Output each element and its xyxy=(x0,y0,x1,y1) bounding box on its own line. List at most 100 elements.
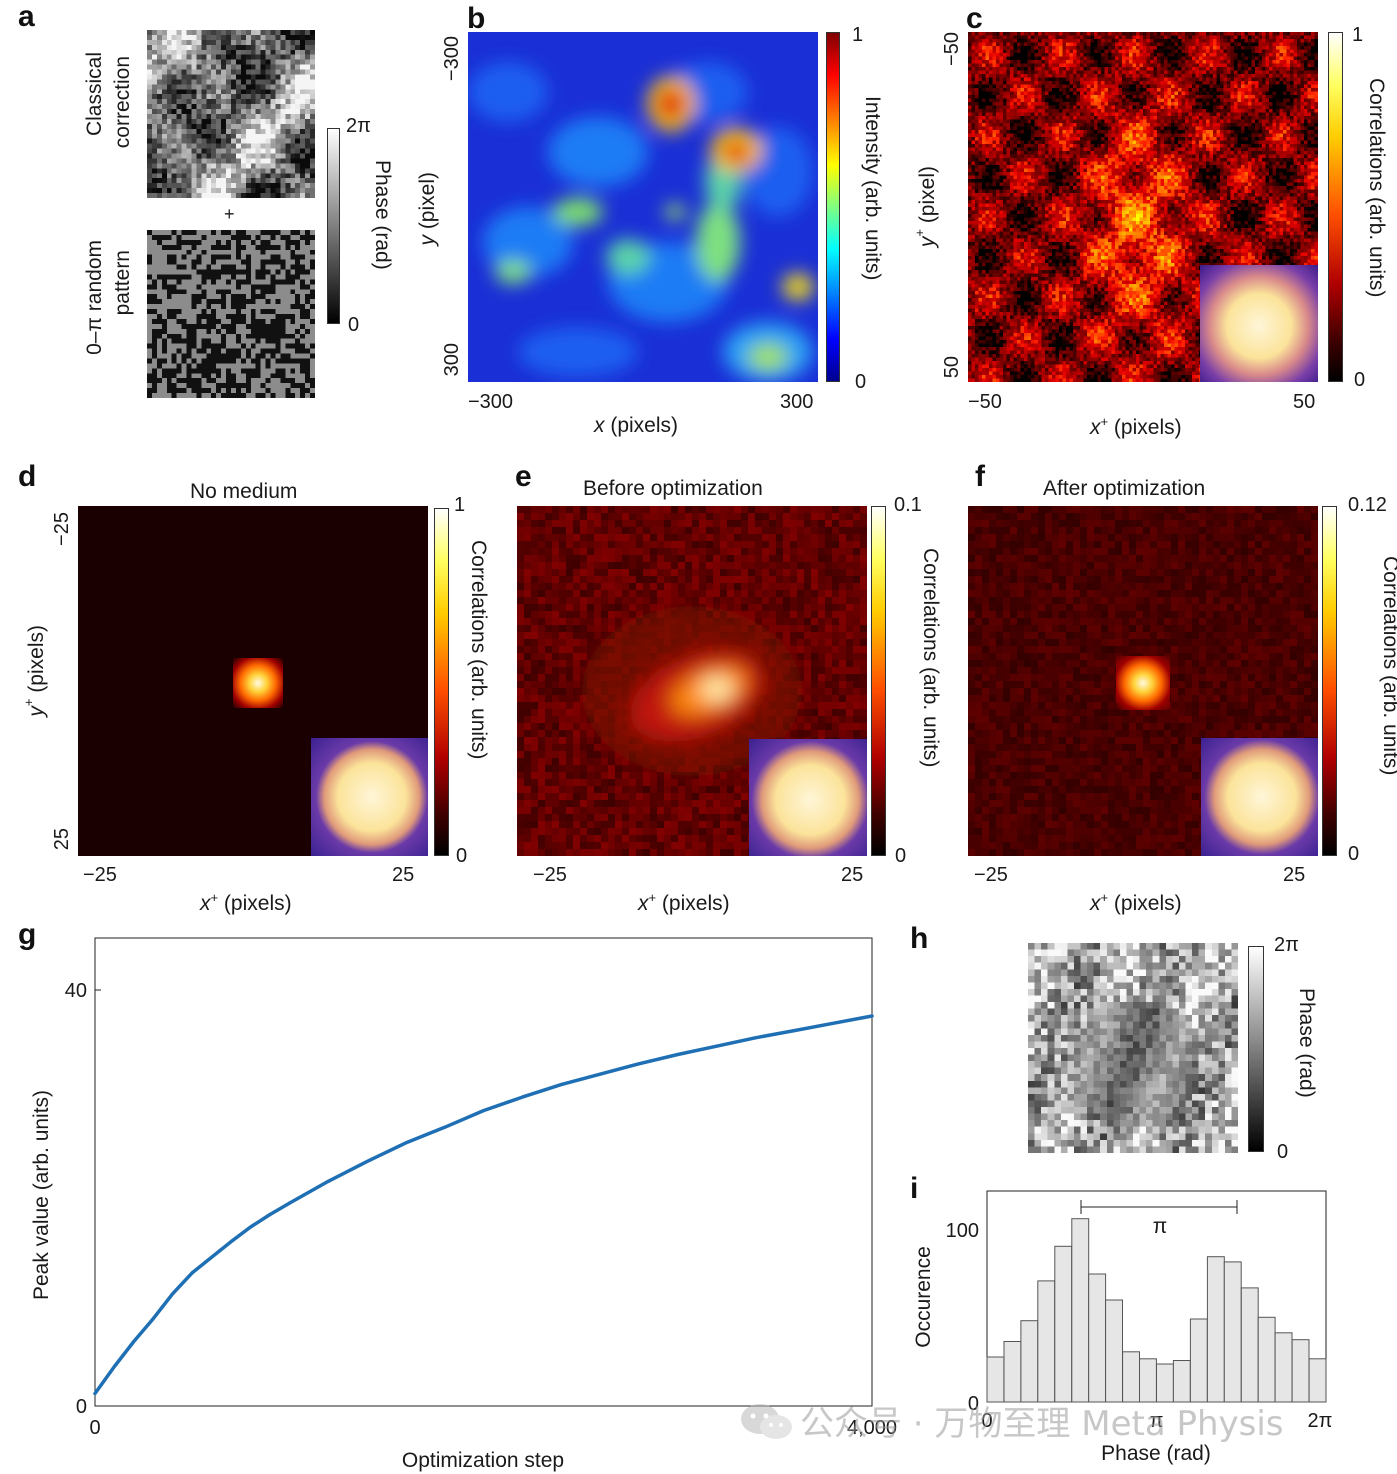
random-pattern-label: 0–π random xyxy=(83,240,106,355)
b-ytick-top: −300 xyxy=(441,36,463,82)
e-xlabel-var: x xyxy=(638,892,649,915)
e-xtick-left: −25 xyxy=(533,864,567,886)
c-ylabel-sup: + xyxy=(912,229,927,237)
f-xlabel: x+ (pixels) xyxy=(1090,890,1182,916)
pi-annotation: π xyxy=(1080,1200,1238,1238)
c-xtick-right: 50 xyxy=(1293,391,1316,413)
i-xtick-label: π xyxy=(1150,1410,1164,1432)
i-xtick-label: 2π xyxy=(1308,1410,1333,1432)
d-ylabel-var: y xyxy=(25,706,48,717)
cbar-a-max: 2π xyxy=(346,115,371,137)
inset-c xyxy=(1200,265,1318,382)
panel-label-f: f xyxy=(975,460,985,493)
g-ylabel: Peak value (arb. units) xyxy=(30,1090,53,1300)
f-title: After optimization xyxy=(1043,477,1206,500)
g-xtick-label: 4,000 xyxy=(847,1417,897,1439)
histogram-bar xyxy=(1189,1318,1208,1403)
c-ytick-bottom: 50 xyxy=(941,356,963,379)
c-xtick-left: −50 xyxy=(968,391,1002,413)
h-cbar-max: 2π xyxy=(1274,934,1299,956)
f-cbar-label-clip: Correlations (arb. units) xyxy=(1368,540,1397,830)
inset-f xyxy=(1201,738,1318,856)
g-ytick-label: 0 xyxy=(76,1396,87,1418)
b-xlabel-var: x xyxy=(594,414,605,437)
d-title: No medium xyxy=(190,480,298,503)
d-xlabel: x+ (pixels) xyxy=(200,890,292,916)
d-cbar-max: 1 xyxy=(454,494,466,516)
b-cbar-label: Intensity (arb. units) xyxy=(861,96,884,281)
f-xtick-right: 25 xyxy=(1283,864,1306,886)
correlations-colorbar-e xyxy=(871,506,886,856)
f-cbar-max: 0.12 xyxy=(1348,494,1387,516)
e-blob xyxy=(582,606,802,776)
e-cbar-label: Correlations (arb. units) xyxy=(919,548,942,768)
e-xtick-right: 25 xyxy=(841,864,864,886)
f-cbar-label: Correlations (arb. units) xyxy=(1379,556,1397,776)
b-xlabel-unit: (pixels) xyxy=(604,414,679,437)
i-bars xyxy=(986,1218,1327,1403)
intensity-map xyxy=(468,32,818,382)
c-ytick-top: −50 xyxy=(941,32,963,66)
b-cbar-min: 0 xyxy=(855,371,867,393)
e-cbar-min: 0 xyxy=(895,845,907,867)
histogram-bar xyxy=(1054,1245,1073,1403)
histogram-bar xyxy=(1257,1316,1276,1403)
c-ylabel: y+ (pixel) xyxy=(912,166,940,247)
f-cbar-min: 0 xyxy=(1348,843,1360,865)
panel-label-b: b xyxy=(467,2,486,35)
phase-histogram: 0 100 0 π 2π π Phase (rad) Occurence xyxy=(912,1190,1333,1465)
e-xlabel: x+ (pixels) xyxy=(638,890,730,916)
histogram-bar xyxy=(1105,1299,1124,1403)
f-xlabel-var: x xyxy=(1090,892,1101,915)
d-cbar-min: 0 xyxy=(456,845,468,867)
d-xtick-left: −25 xyxy=(83,864,117,886)
c-ylabel-var: y xyxy=(916,236,939,248)
histogram-bar xyxy=(1088,1273,1107,1403)
inset-e xyxy=(749,739,867,856)
panel-label-i: i xyxy=(910,1172,919,1205)
classical-correction-map xyxy=(147,30,315,198)
histogram-bar xyxy=(1291,1339,1310,1403)
histogram-bar xyxy=(1206,1256,1225,1403)
d-ytick-top: −25 xyxy=(51,512,73,546)
g-xlabel: Optimization step xyxy=(402,1449,564,1472)
panel-label-e: e xyxy=(515,460,532,493)
e-title: Before optimization xyxy=(583,477,763,500)
b-cbar-max: 1 xyxy=(852,24,864,46)
e-cbar-max: 0.1 xyxy=(894,494,922,516)
f-peak xyxy=(1116,656,1170,710)
histogram-bar xyxy=(1274,1332,1293,1403)
b-ylabel-unit: (pixel) xyxy=(416,172,439,236)
watermark-text: 公众号 · 万物至理 Meta Physis xyxy=(800,1404,1284,1444)
f-xlabel-unit: (pixels) xyxy=(1108,892,1182,915)
correlations-colorbar-d xyxy=(434,508,449,856)
d-peak xyxy=(233,658,283,708)
e-xlabel-unit: (pixels) xyxy=(656,892,730,915)
i-ytick-label: 0 xyxy=(968,1393,979,1415)
watermark: 公众号 · 万物至理 Meta Physis xyxy=(738,1396,1284,1445)
panel-a-bottom-label: 0–π random pattern xyxy=(82,240,142,390)
d-xlabel-var: x xyxy=(200,892,211,915)
histogram-bar xyxy=(1037,1280,1056,1403)
c-cbar-label: Correlations (arb. units) xyxy=(1365,78,1388,298)
i-ylabel: Occurence xyxy=(912,1246,935,1348)
g-ticks: 0 40 0 4,000 xyxy=(65,980,897,1439)
d-xlabel-unit: (pixels) xyxy=(218,892,292,915)
i-xtick-label: 0 xyxy=(981,1410,992,1432)
e-xlabel-sup: + xyxy=(648,890,657,905)
histogram-bar xyxy=(1122,1351,1141,1403)
panel-label-d: d xyxy=(18,460,37,493)
c-xlabel-unit: (pixels) xyxy=(1108,416,1182,439)
d-ylabel: y+ (pixels) xyxy=(21,625,49,717)
c-xlabel-sup: + xyxy=(1100,414,1109,429)
b-ylabel: y (pixel) xyxy=(416,172,440,246)
g-xtick-label: 0 xyxy=(89,1417,100,1439)
histogram-bar xyxy=(1020,1320,1039,1403)
c-cbar-max: 1 xyxy=(1352,24,1364,46)
c-cbar-min: 0 xyxy=(1354,369,1366,391)
b-xtick-left: −300 xyxy=(468,391,514,413)
histogram-bar xyxy=(1308,1358,1327,1403)
random-pattern-map xyxy=(147,230,315,398)
pi-annotation-text: π xyxy=(1153,1215,1168,1238)
panel-label-c: c xyxy=(966,2,983,35)
